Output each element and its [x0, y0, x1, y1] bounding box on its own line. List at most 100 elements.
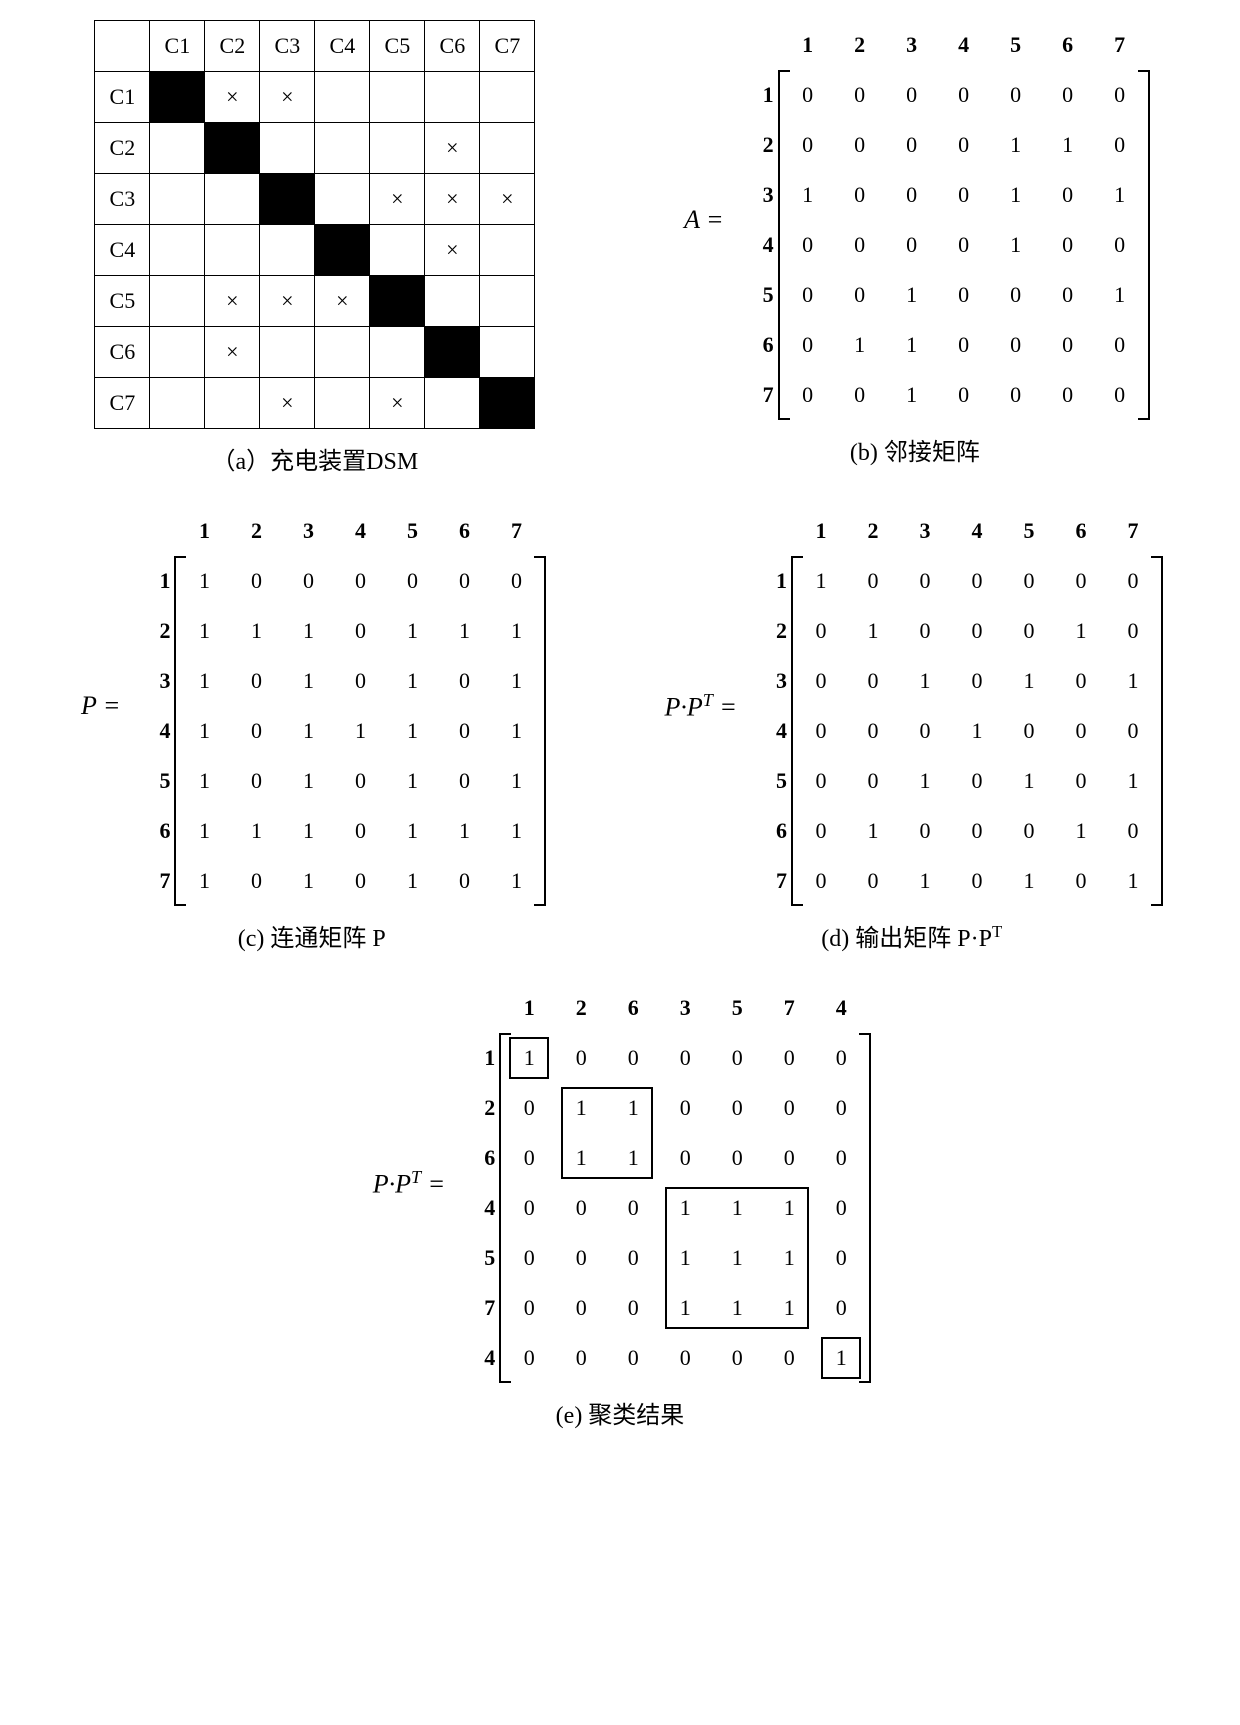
dsm-col-header: C3 [260, 21, 315, 72]
matrix-cell: 0 [334, 606, 386, 656]
dsm-cell [150, 72, 205, 123]
panel-matrix-ppt: P·PT =1234567123456710000000100010001010… [665, 506, 1159, 953]
matrix-cell: 0 [1107, 806, 1159, 856]
matrix-cell: 1 [555, 1133, 607, 1183]
matrix-cell: 0 [763, 1033, 815, 1083]
dsm-cell [480, 276, 535, 327]
dsm-cell [315, 327, 370, 378]
matrix-cell: 1 [607, 1083, 659, 1133]
matrix-cell: 0 [847, 706, 899, 756]
matrix-cell: 0 [711, 1333, 763, 1383]
matrix-col-header: 4 [334, 506, 386, 556]
matrix-cell: 1 [711, 1233, 763, 1283]
matrix-cell: 0 [1055, 756, 1107, 806]
matrix-cell: 0 [659, 1133, 711, 1183]
matrix-cell: 1 [886, 370, 938, 420]
matrix-cell: 0 [847, 656, 899, 706]
dsm-cell: × [480, 174, 535, 225]
matrix-cell: 1 [1055, 806, 1107, 856]
dsm-cell [480, 123, 535, 174]
matrix-cell: 0 [1094, 320, 1146, 370]
dsm-cell [260, 174, 315, 225]
matrix-row-header: 5 [451, 1233, 503, 1283]
matrix-col-header: 5 [990, 20, 1042, 70]
matrix-cell: 1 [178, 756, 230, 806]
matrix-cell: 1 [711, 1183, 763, 1233]
matrix-row-header: 2 [451, 1083, 503, 1133]
matrix-cell: 0 [438, 656, 490, 706]
matrix-cell: 1 [282, 806, 334, 856]
matrix-cell: 0 [847, 556, 899, 606]
matrix-cell: 0 [815, 1133, 867, 1183]
matrix-cell: 0 [503, 1333, 555, 1383]
dsm-cell [370, 72, 425, 123]
matrix-cell: 0 [763, 1333, 815, 1383]
dsm-cell [480, 327, 535, 378]
matrix-cell: 1 [1107, 756, 1159, 806]
matrix-cell: 1 [178, 806, 230, 856]
matrix-col-header: 6 [607, 983, 659, 1033]
matrix-row-header: 1 [730, 70, 782, 120]
matrix-cell: 1 [990, 170, 1042, 220]
matrix-cell: 0 [1042, 270, 1094, 320]
dsm-cell [150, 174, 205, 225]
matrix-cell: 1 [1003, 656, 1055, 706]
matrix-row-header: 7 [126, 856, 178, 906]
matrix-cell: 1 [178, 656, 230, 706]
matrix-cell: 0 [886, 120, 938, 170]
matrix-row-header: 7 [743, 856, 795, 906]
dsm-cell [150, 225, 205, 276]
matrix-col-header: 7 [763, 983, 815, 1033]
matrix-cell: 1 [1042, 120, 1094, 170]
caption-d: (d) 输出矩阵 P·PT [821, 918, 1002, 953]
matrix-cell: 0 [990, 270, 1042, 320]
matrix-cell: 1 [282, 606, 334, 656]
matrix-cell: 0 [899, 556, 951, 606]
matrix-cell: 1 [282, 706, 334, 756]
matrix-col-header: 7 [490, 506, 542, 556]
matrix-col-header: 4 [938, 20, 990, 70]
matrix-cell: 1 [834, 320, 886, 370]
matrix-row-header: 1 [451, 1033, 503, 1083]
matrix-cell: 0 [503, 1133, 555, 1183]
dsm-cell [370, 276, 425, 327]
matrix-cell: 0 [711, 1033, 763, 1083]
matrix-cell: 0 [1042, 320, 1094, 370]
matrix-cell: 0 [1042, 170, 1094, 220]
matrix-cell: 1 [178, 706, 230, 756]
matrix-cell: 1 [555, 1083, 607, 1133]
matrix-cell: 0 [438, 856, 490, 906]
matrix-cell: 0 [438, 756, 490, 806]
matrix-cell: 1 [607, 1133, 659, 1183]
dsm-cell: × [260, 378, 315, 429]
matrix-cell: 0 [886, 170, 938, 220]
dsm-row-header: C6 [95, 327, 150, 378]
dsm-col-header: C1 [150, 21, 205, 72]
matrix-cell: 0 [1094, 370, 1146, 420]
dsm-cell [480, 225, 535, 276]
matrix-row-header: 5 [743, 756, 795, 806]
matrix-cell: 0 [834, 120, 886, 170]
matrix-a: A =1234567123456700000000000110100010100… [684, 20, 1145, 420]
matrix-cell: 1 [1107, 856, 1159, 906]
dsm-cell [260, 123, 315, 174]
matrix-cell: 1 [763, 1233, 815, 1283]
dsm-cell [315, 225, 370, 276]
matrix-cell: 0 [938, 270, 990, 320]
matrix-cell: 0 [230, 756, 282, 806]
matrix-col-header: 4 [951, 506, 1003, 556]
matrix-col-header: 6 [438, 506, 490, 556]
matrix-cell: 0 [782, 370, 834, 420]
matrix-col-header: 2 [834, 20, 886, 70]
matrix-col-header: 3 [282, 506, 334, 556]
dsm-cell: × [205, 327, 260, 378]
dsm-col-header: C7 [480, 21, 535, 72]
matrix-cell: 0 [1055, 856, 1107, 906]
dsm-table: C1C2C3C4C5C6C7C1××C2×C3×××C4×C5×××C6×C7×… [94, 20, 535, 429]
matrix-cell: 0 [555, 1183, 607, 1233]
matrix-cell: 1 [1003, 856, 1055, 906]
dsm-cell: × [425, 174, 480, 225]
matrix-cell: 0 [815, 1083, 867, 1133]
dsm-cell [425, 378, 480, 429]
dsm-cell [150, 276, 205, 327]
